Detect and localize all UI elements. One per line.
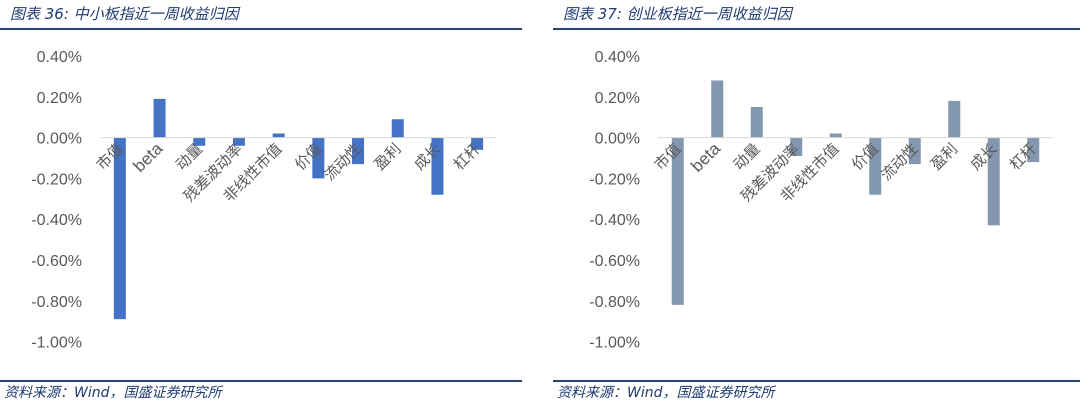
y-tick-label: 0.00%	[595, 131, 640, 148]
y-tick-label: 0.20%	[595, 90, 640, 107]
category-label: 动量	[730, 140, 764, 174]
bar	[232, 137, 245, 146]
y-tick-label: 0.40%	[595, 49, 640, 66]
bar	[391, 119, 404, 138]
bar	[153, 98, 166, 138]
y-tick-label: 0.40%	[37, 49, 82, 66]
y-tick-label: -1.00%	[31, 335, 82, 352]
y-tick-label: -0.20%	[31, 171, 82, 188]
bar	[790, 137, 803, 156]
y-tick-label: -0.80%	[31, 294, 82, 311]
category-label: 盈利	[927, 140, 961, 174]
y-tick-label: -0.40%	[31, 212, 82, 229]
y-tick-label: -0.80%	[589, 294, 640, 311]
category-label: 盈利	[371, 140, 405, 174]
bar	[750, 107, 763, 138]
bar-chart: 0.40% 0.20% 0.00% -0.20% -0.40% -0.60% -0.80% -…	[589, 49, 1053, 352]
bar	[869, 137, 882, 195]
y-tick-label: -0.60%	[31, 253, 82, 270]
category-label: beta	[130, 139, 167, 176]
bar	[471, 137, 484, 150]
y-tick-label: -0.40%	[589, 212, 640, 229]
chart-panel-chinext: 图表 37: 创业板指近一周收益归因 0.40% 0.20% 0.00% -0.20%…	[553, 0, 1080, 404]
bar	[113, 137, 126, 320]
bar	[948, 100, 961, 138]
bar	[829, 133, 842, 138]
source-rule	[0, 380, 522, 382]
bar	[272, 133, 285, 138]
title-rule	[553, 28, 1080, 30]
bar	[1027, 137, 1040, 163]
bar	[193, 137, 206, 146]
bar	[352, 137, 365, 165]
bar-chart: 0.40% 0.20% 0.00% -0.20% -0.40% -0.60% -0.80% -…	[31, 49, 497, 352]
source-rule	[553, 380, 1080, 382]
source-note: 资料来源：Wind，国盛证券研究所	[557, 385, 775, 401]
category-label: beta	[687, 139, 724, 176]
y-tick-label: 0.00%	[37, 131, 82, 148]
y-tick-label: -1.00%	[589, 335, 640, 352]
bar	[431, 137, 444, 195]
figure-title: 图表 36: 中小板指近一周收益归因	[10, 5, 239, 23]
bar	[711, 80, 724, 138]
bar	[908, 137, 921, 165]
chart-panel-small-mid-cap: 图表 36: 中小板指近一周收益归因 0.40% 0.20% 0.00% -0.20%…	[0, 0, 522, 404]
bar	[671, 137, 684, 305]
figure-title: 图表 37: 创业板指近一周收益归因	[563, 5, 792, 23]
bar	[312, 137, 325, 179]
y-tick-label: -0.20%	[589, 171, 640, 188]
y-tick-label: -0.60%	[589, 253, 640, 270]
bar	[987, 137, 1000, 226]
title-rule	[0, 28, 522, 30]
y-tick-label: 0.20%	[37, 90, 82, 107]
source-note: 资料来源：Wind，国盛证券研究所	[4, 385, 222, 401]
